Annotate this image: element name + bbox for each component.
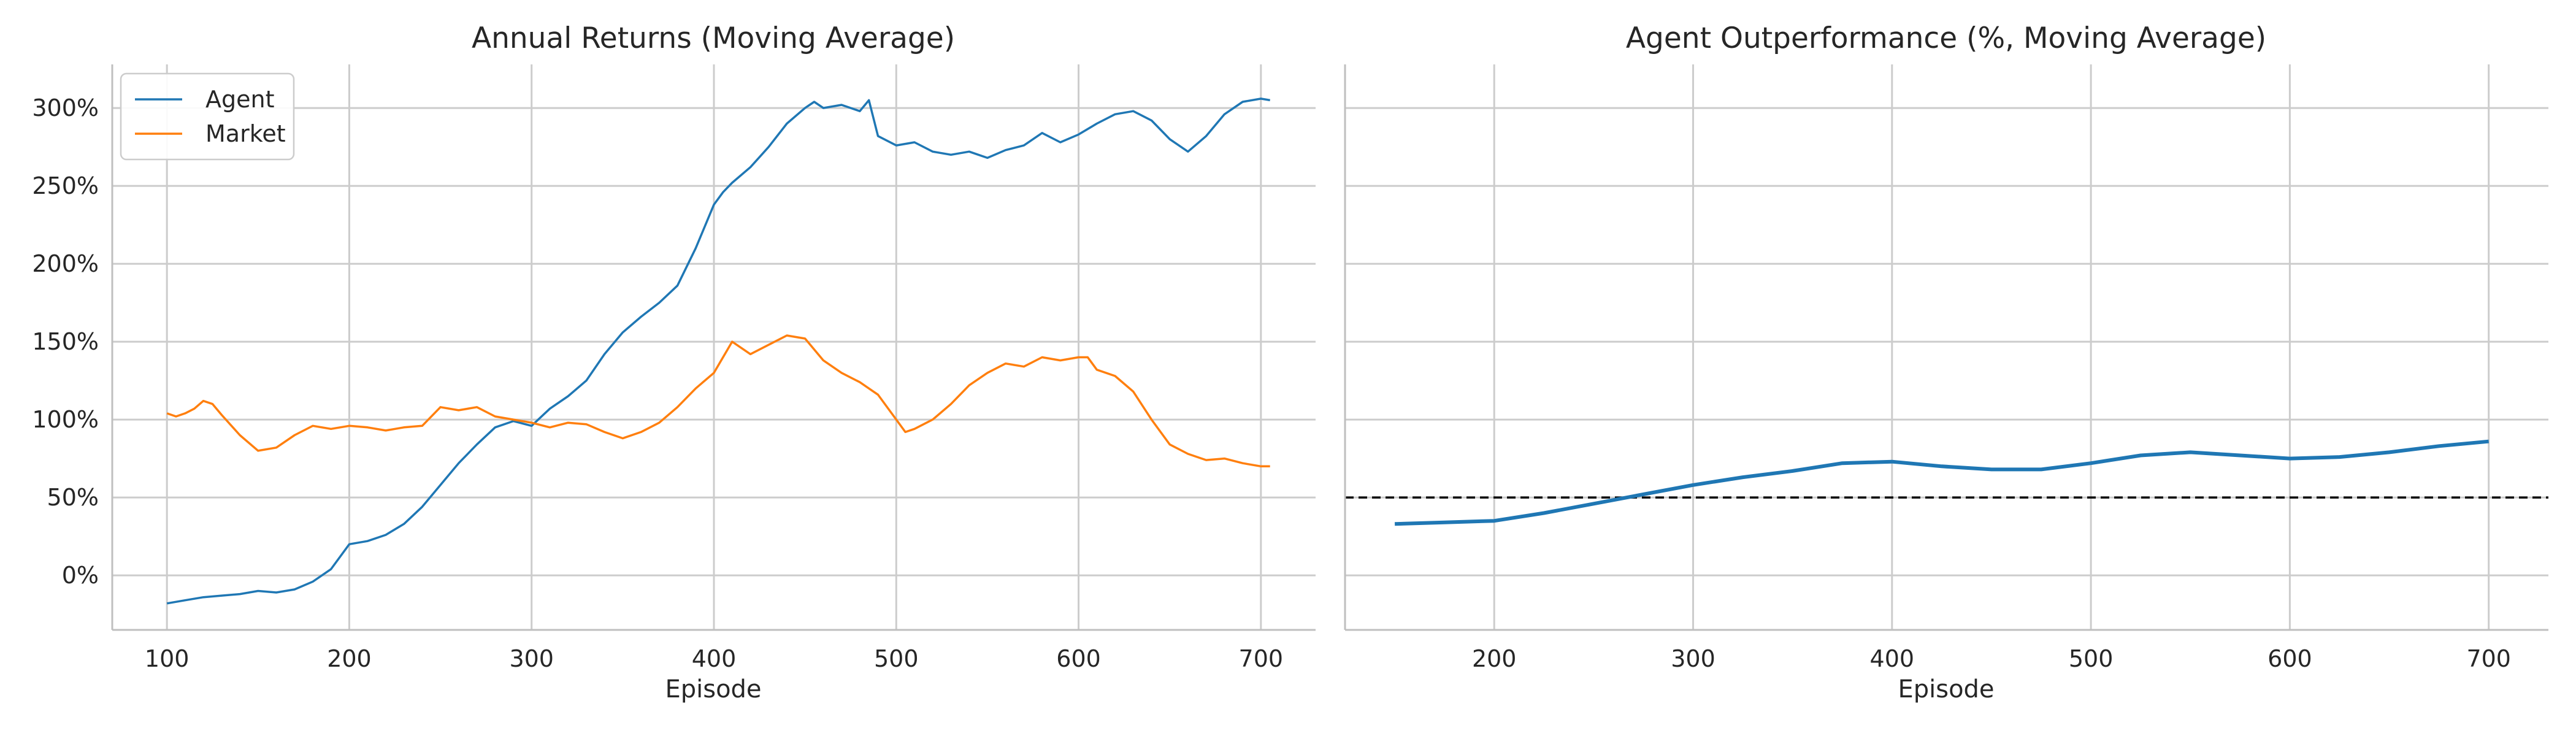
left-x-tick-label: 300 bbox=[509, 645, 554, 672]
left-x-tick-labels: 100 200 300 400 500 600 700 bbox=[145, 645, 1283, 672]
right-gridlines bbox=[1345, 64, 2548, 630]
left-gridlines bbox=[112, 64, 1316, 630]
legend: Agent Market bbox=[120, 72, 295, 161]
right-panel: Agent Outperformance (%, Moving Average)… bbox=[1344, 21, 2548, 703]
left-x-tick-label: 700 bbox=[1239, 645, 1284, 672]
left-y-tick-label: 150% bbox=[32, 328, 99, 355]
left-x-tick-label: 400 bbox=[692, 645, 737, 672]
legend-agent-label: Agent bbox=[205, 86, 274, 113]
left-y-tick-label: 250% bbox=[32, 172, 99, 199]
left-x-tick-label: 500 bbox=[874, 645, 919, 672]
right-x-tick-label: 500 bbox=[2069, 645, 2114, 672]
left-y-tick-label: 300% bbox=[32, 94, 99, 121]
right-x-tick-labels: 200 300 400 500 600 700 bbox=[1472, 645, 2511, 672]
right-x-tick-label: 200 bbox=[1472, 645, 1517, 672]
right-x-tick-label: 400 bbox=[1870, 645, 1915, 672]
left-y-tick-label: 200% bbox=[32, 250, 99, 277]
right-series-lines bbox=[1395, 439, 2489, 526]
right-series-outperformance-line bbox=[1395, 439, 2489, 526]
left-panel: Annual Returns (Moving Average) 0% 50% 100… bbox=[32, 21, 1316, 703]
left-y-tick-label: 0% bbox=[62, 562, 99, 589]
left-chart-title: Annual Returns (Moving Average) bbox=[472, 21, 955, 55]
left-x-tick-label: 200 bbox=[327, 645, 372, 672]
left-series-agent-line bbox=[166, 98, 1270, 605]
left-y-tick-label: 50% bbox=[47, 484, 99, 511]
left-y-tick-labels: 0% 50% 100% 150% 200% 250% 300% bbox=[32, 94, 99, 589]
right-x-tick-label: 700 bbox=[2466, 645, 2511, 672]
left-y-tick-label: 100% bbox=[32, 406, 99, 433]
left-series-lines bbox=[166, 98, 1270, 605]
right-x-tick-label: 600 bbox=[2267, 645, 2312, 672]
legend-box bbox=[120, 72, 295, 161]
right-x-tick-label: 300 bbox=[1671, 645, 1715, 672]
right-chart-title: Agent Outperformance (%, Moving Average) bbox=[1626, 21, 2266, 55]
right-x-axis-label: Episode bbox=[1898, 675, 1994, 703]
left-x-tick-label: 100 bbox=[145, 645, 190, 672]
left-x-tick-label: 600 bbox=[1056, 645, 1101, 672]
left-x-axis-label: Episode bbox=[665, 675, 761, 703]
left-series-market-line bbox=[166, 334, 1270, 468]
legend-market-label: Market bbox=[205, 120, 286, 147]
